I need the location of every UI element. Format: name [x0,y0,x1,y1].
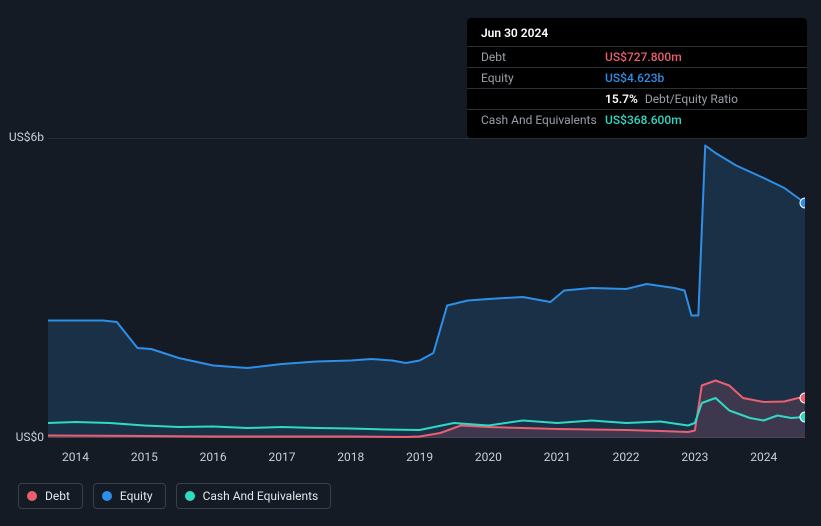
x-axis-label: 2018 [337,450,364,464]
x-axis-label: 2021 [544,450,571,464]
tooltip-row-value: US$4.623b [605,71,664,85]
x-axis-label: 2024 [750,450,777,464]
tooltip-row: EquityUS$4.623b [467,67,807,88]
tooltip-row-label: Cash And Equivalents [481,113,605,127]
tooltip-date: Jun 30 2024 [467,26,807,46]
y-axis-label: US$6b [0,130,44,144]
legend-item-label: Debt [45,489,70,503]
tooltip-row-value: US$368.600m [605,113,682,127]
legend-swatch-icon [102,491,112,501]
tooltip-row-label [481,92,605,106]
tooltip-ratio-value: 15.7% [605,92,638,106]
legend-swatch-icon [27,491,37,501]
tooltip-row-label: Equity [481,71,605,85]
legend-item-label: Cash And Equivalents [203,489,319,503]
legend-item-debt[interactable]: Debt [18,483,83,509]
y-axis-label: US$0 [0,430,44,444]
chart-svg [48,138,805,438]
chart-tooltip: Jun 30 2024 DebtUS$727.800mEquityUS$4.62… [467,18,807,138]
tooltip-row-value: US$727.800m [605,50,682,64]
x-axis-label: 2015 [131,450,158,464]
x-axis-label: 2023 [681,450,708,464]
x-axis-label: 2016 [200,450,227,464]
tooltip-row: DebtUS$727.800m [467,46,807,67]
chart-plot-area [48,138,805,438]
legend-item-cash[interactable]: Cash And Equivalents [176,483,332,509]
x-axis-label: 2020 [475,450,502,464]
x-axis: 2014 2015 2016 2017 2018 2019 2020 2021 2022 2023… [48,450,805,466]
x-axis-label: 2019 [406,450,433,464]
x-axis-label: 2014 [62,450,89,464]
legend-item-label: Equity [120,489,153,503]
tooltip-row-label: Debt [481,50,605,64]
x-axis-label: 2022 [613,450,640,464]
series-area-equity [48,146,805,439]
chart-legend: Debt Equity Cash And Equivalents [18,483,331,509]
legend-swatch-icon [185,491,195,501]
tooltip-row: Cash And EquivalentsUS$368.600m [467,109,807,130]
tooltip-ratio-label: Debt/Equity Ratio [642,92,738,106]
legend-item-equity[interactable]: Equity [93,483,166,509]
tooltip-row: 15.7% Debt/Equity Ratio [467,88,807,109]
x-axis-label: 2017 [268,450,295,464]
